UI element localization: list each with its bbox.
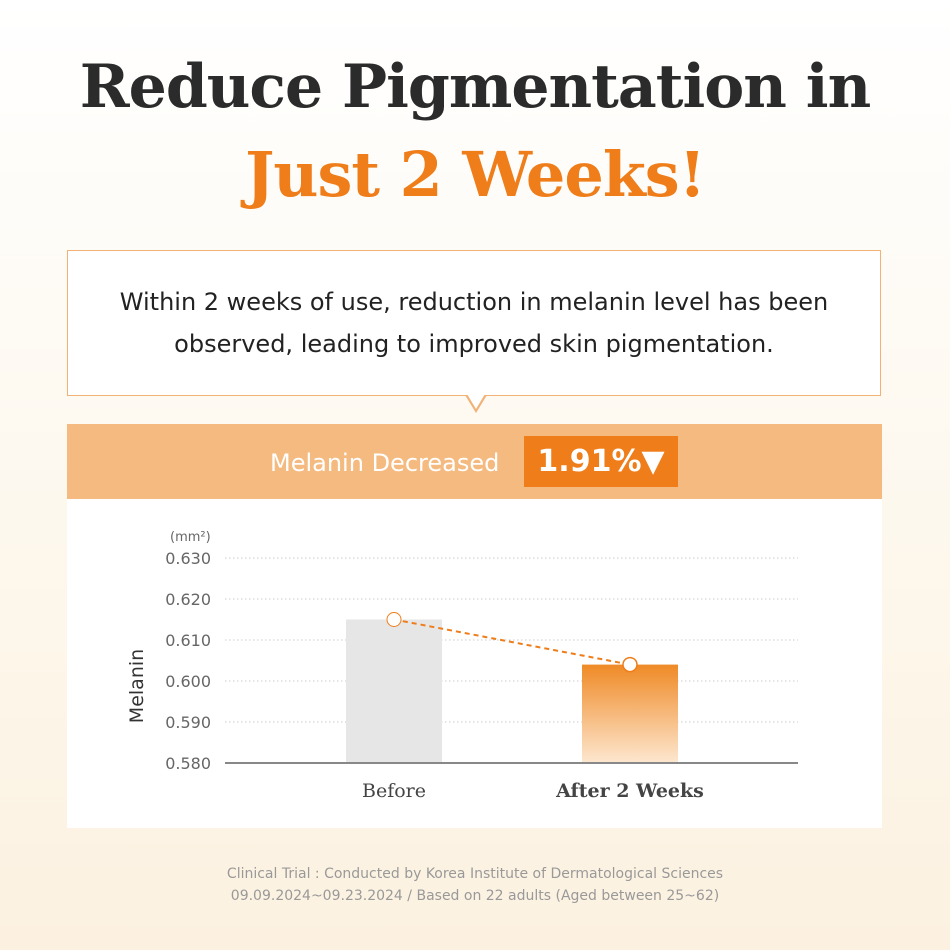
y-tick-label: 0.590 — [165, 713, 211, 732]
x-tick-label: After 2 Weeks — [555, 780, 704, 802]
bar-before — [346, 619, 442, 763]
y-tick-label: 0.610 — [165, 631, 211, 650]
data-point — [386, 612, 402, 627]
trend-line — [393, 618, 631, 666]
y-tick-label: 0.580 — [165, 754, 211, 773]
y-tick-label: 0.600 — [165, 672, 211, 691]
title-line-1: Reduce Pigmentation in — [79, 52, 871, 122]
bubble-tail-fill — [467, 394, 485, 409]
footer-line-2: 09.09.2024~09.23.2024 / Based on 22 adul… — [230, 888, 720, 904]
chart-panel — [67, 499, 882, 828]
y-axis-label: Melanin — [126, 649, 148, 723]
y-tick-label: 0.630 — [165, 549, 211, 568]
description-line-1: Within 2 weeks of use, reduction in mela… — [119, 288, 829, 316]
bar-after — [582, 664, 678, 763]
decrease-badge: 1.91%▼ — [524, 436, 678, 487]
data-point — [622, 656, 638, 673]
x-tick-label: Before — [362, 780, 426, 802]
description-line-2: observed, leading to improved skin pigme… — [174, 330, 774, 358]
description-bubble: Within 2 weeks of use, reduction in mela… — [67, 250, 881, 396]
banner-label: Melanin Decreased — [270, 449, 500, 477]
unit-label: (mm²) — [170, 530, 211, 545]
result-banner — [67, 424, 882, 499]
y-tick-label: 0.620 — [165, 590, 211, 609]
title-line-2: Just 2 Weeks! — [245, 138, 706, 211]
footer-line-1: Clinical Trial : Conducted by Korea Inst… — [226, 866, 724, 882]
